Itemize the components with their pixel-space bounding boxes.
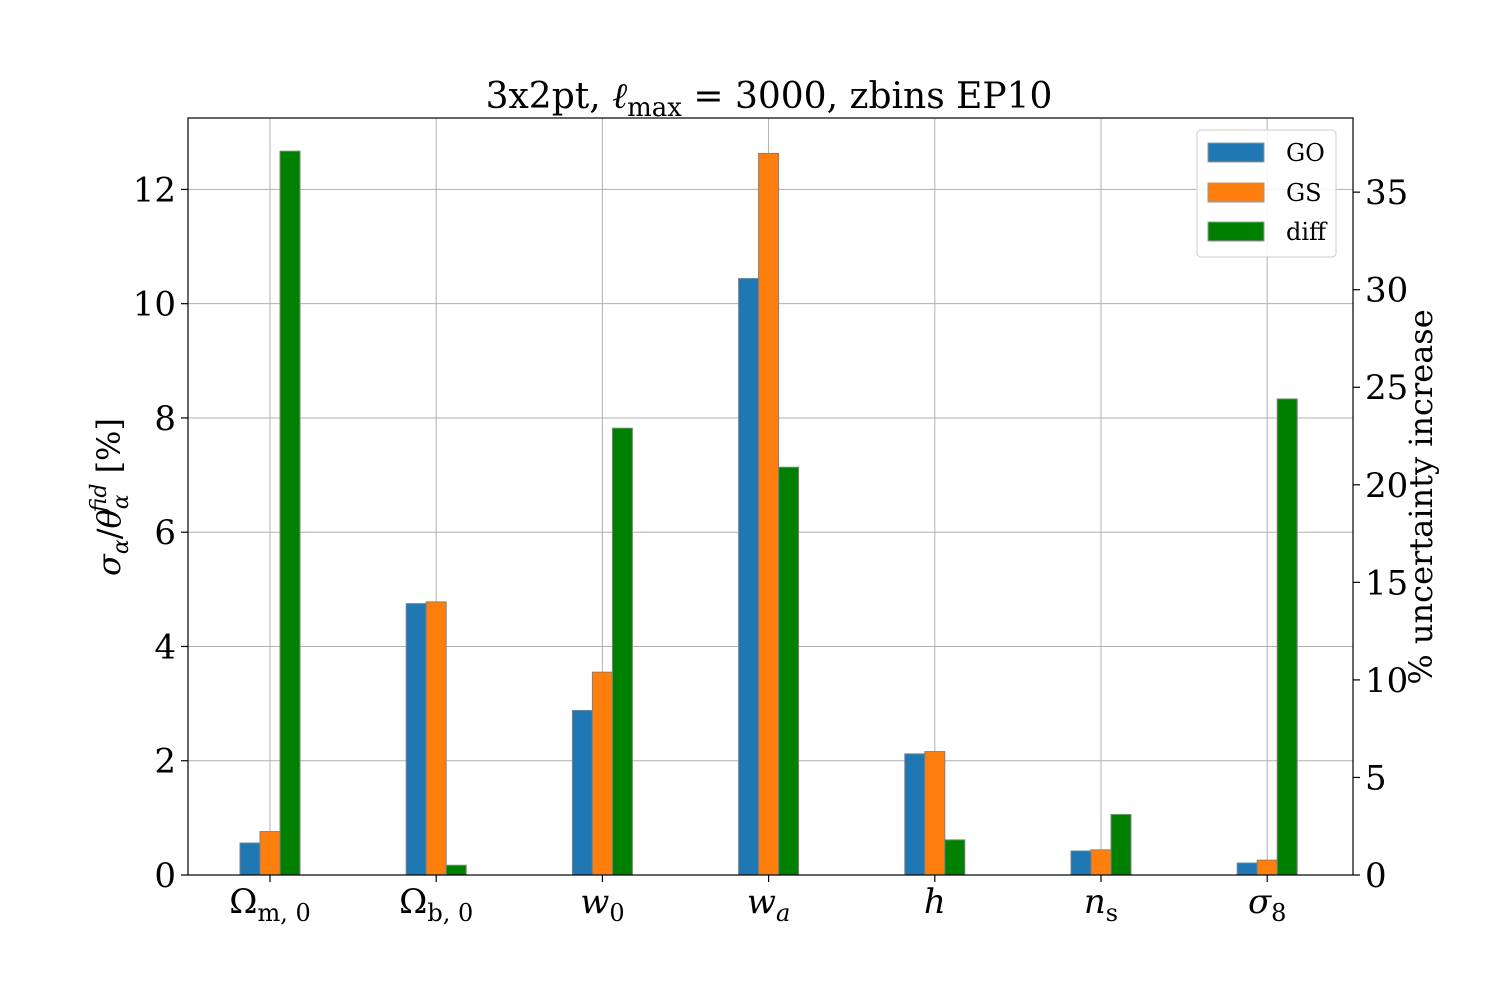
bar-diff-4 xyxy=(944,839,966,876)
bar-go-6 xyxy=(1236,862,1258,876)
x-tick-label-1: Ωb, 0 xyxy=(399,882,473,927)
bar-go-5 xyxy=(1070,850,1092,876)
bars-group xyxy=(239,150,1298,876)
y-axis-label-right: % uncertainty increase xyxy=(1402,309,1440,684)
legend-swatch-gs xyxy=(1207,182,1265,203)
x-axis-ticks: Ωm, 0 Ωb, 0 w0 wa h ns σ8 xyxy=(229,875,1286,927)
chart-title: 3x2pt, ℓmax = 3000, zbins EP10 xyxy=(486,76,1053,123)
right-y-axis-ticks: 0 5 10 15 20 25 30 35 xyxy=(1353,173,1408,896)
legend-swatch-go xyxy=(1207,142,1265,163)
legend: GO GS diff xyxy=(1196,129,1337,258)
x-tick-label-5: ns xyxy=(1084,882,1118,927)
bar-go-0 xyxy=(239,842,261,876)
bar-gs-3 xyxy=(758,152,780,876)
bar-gs-2 xyxy=(591,671,613,876)
bar-diff-0 xyxy=(279,150,301,876)
bar-diff-2 xyxy=(611,427,633,876)
right-tick-label-0: 0 xyxy=(1365,856,1387,896)
right-tick-label-4: 20 xyxy=(1365,466,1408,506)
x-tick-label-6: σ8 xyxy=(1248,882,1287,927)
bar-gs-4 xyxy=(924,751,946,876)
left-tick-label-0: 0 xyxy=(154,856,176,896)
legend-label-diff: diff xyxy=(1286,218,1328,246)
y-axis-label: σα/θαfid [%] xyxy=(87,418,134,576)
left-tick-label-3: 6 xyxy=(154,513,176,553)
left-tick-label-5: 10 xyxy=(133,285,176,325)
left-tick-label-4: 8 xyxy=(154,399,176,439)
left-tick-label-1: 2 xyxy=(154,742,176,782)
x-tick-label-3: wa xyxy=(747,882,790,927)
bar-gs-0 xyxy=(259,831,281,876)
bar-go-3 xyxy=(738,278,760,876)
legend-swatch-diff xyxy=(1207,221,1265,242)
bar-go-2 xyxy=(571,709,593,876)
right-tick-label-3: 15 xyxy=(1365,563,1408,603)
bar-diff-5 xyxy=(1110,814,1132,876)
x-tick-label-4: h xyxy=(924,882,946,922)
bar-gs-5 xyxy=(1090,849,1112,876)
left-tick-label-6: 12 xyxy=(133,170,176,210)
bar-diff-3 xyxy=(778,466,800,876)
bar-gs-6 xyxy=(1256,859,1278,876)
legend-label-gs: GS xyxy=(1286,179,1322,207)
legend-label-go: GO xyxy=(1286,139,1325,167)
right-tick-label-6: 30 xyxy=(1365,271,1408,311)
left-y-axis-ticks: 0 2 4 6 8 10 12 xyxy=(133,170,188,896)
bar-diff-1 xyxy=(445,864,467,876)
bar-go-1 xyxy=(405,603,427,876)
right-tick-label-1: 5 xyxy=(1365,758,1387,798)
right-tick-label-5: 25 xyxy=(1365,368,1408,408)
x-tick-label-0: Ωm, 0 xyxy=(229,882,311,927)
bar-diff-6 xyxy=(1276,398,1298,876)
x-tick-label-2: w0 xyxy=(580,882,624,927)
right-tick-label-2: 10 xyxy=(1365,661,1408,701)
plot-frame xyxy=(187,117,1354,876)
left-tick-label-2: 4 xyxy=(154,627,176,667)
right-tick-label-7: 35 xyxy=(1365,173,1408,213)
bar-gs-1 xyxy=(425,601,447,876)
bar-go-4 xyxy=(904,753,926,876)
